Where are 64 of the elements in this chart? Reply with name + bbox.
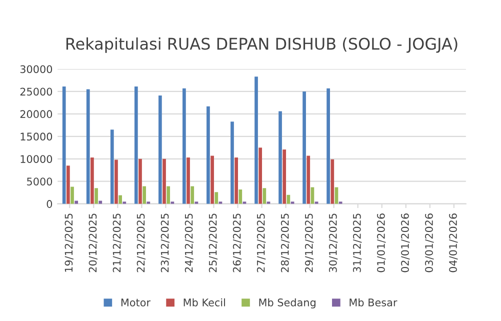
x-tick-label: 02/01/2026 — [401, 214, 410, 272]
bar — [166, 186, 170, 204]
x-tick-label: 24/12/2025 — [184, 214, 194, 272]
bar — [186, 158, 190, 204]
bar — [254, 76, 258, 204]
bar — [98, 200, 102, 204]
bar — [134, 86, 138, 204]
x-tick-label: 31/12/2025 — [352, 214, 362, 272]
bar — [234, 158, 238, 204]
y-tick-label: 5000 — [27, 178, 52, 186]
bar — [110, 130, 114, 204]
bar — [306, 156, 310, 204]
legend-label: Motor — [121, 298, 151, 306]
bar — [142, 186, 146, 204]
x-tick-label: 20/12/2025 — [88, 214, 98, 272]
y-tick-label: 25000 — [20, 88, 52, 96]
bar — [278, 111, 282, 204]
x-tick-label: 30/12/2025 — [328, 214, 338, 272]
x-tick-label: 01/01/2026 — [377, 214, 386, 272]
x-tick-label: 03/01/2026 — [425, 214, 434, 272]
bar — [70, 186, 74, 204]
bar — [330, 159, 334, 204]
bar — [62, 86, 66, 204]
bar — [326, 88, 330, 204]
bar — [66, 166, 70, 204]
bar — [162, 158, 166, 204]
bar — [94, 188, 98, 204]
bar — [114, 160, 118, 204]
x-tick-label: 22/12/2025 — [136, 214, 146, 272]
x-tick-label: 25/12/2025 — [208, 214, 218, 272]
bar — [118, 195, 122, 204]
legend-label: Mb Sedang — [259, 298, 316, 308]
x-tick-label: 19/12/2025 — [64, 214, 74, 272]
y-tick-label: 20000 — [20, 110, 52, 118]
bar — [158, 96, 162, 204]
x-tick-label: 26/12/2025 — [232, 214, 242, 272]
bar — [190, 186, 194, 204]
y-tick-label: 0 — [46, 200, 52, 208]
bar — [302, 91, 306, 204]
chart-title: Rekapitulasi RUAS DEPAN DISHUB (SOLO - JOGJA) — [66, 37, 458, 53]
x-tick-label: 04/01/2026 — [449, 214, 458, 272]
y-tick-label: 30000 — [20, 65, 52, 74]
legend-label: Mb Besar — [350, 298, 398, 306]
bar — [262, 188, 266, 204]
x-tick-label: 29/12/2025 — [304, 214, 314, 272]
bar — [258, 148, 262, 204]
legend-label: Mb Kecil — [184, 298, 225, 306]
bar — [238, 189, 242, 204]
bar — [282, 149, 286, 204]
bar — [74, 200, 78, 204]
bar — [90, 158, 94, 204]
x-tick-label: 21/12/2025 — [112, 214, 122, 272]
bar — [230, 122, 234, 204]
bar — [182, 88, 186, 204]
bar — [138, 158, 142, 204]
bar — [206, 106, 210, 204]
bar — [214, 192, 218, 204]
bar — [86, 89, 90, 204]
bar — [210, 156, 214, 204]
y-tick-label: 15000 — [20, 132, 52, 141]
x-tick-label: 23/12/2025 — [160, 214, 170, 272]
x-tick-label: 27/12/2025 — [256, 214, 266, 272]
y-tick-label: 10000 — [20, 155, 52, 163]
x-tick-label: 28/12/2025 — [280, 214, 290, 272]
